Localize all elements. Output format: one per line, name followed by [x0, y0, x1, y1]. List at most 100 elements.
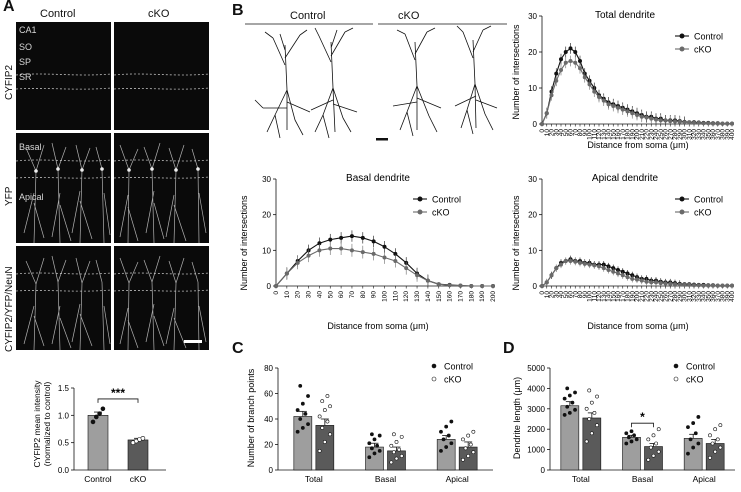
- individual-point: [648, 445, 653, 450]
- individual-point: [97, 411, 102, 416]
- neuron-merge-drawing: [114, 255, 209, 350]
- data-point-cko: [625, 275, 630, 280]
- scale-bar: [184, 340, 202, 343]
- plot-area: 0.0 0.5 1.0 1.5 Control cKO ***: [58, 384, 166, 484]
- scale-bar: [376, 138, 388, 141]
- data-point-cko: [573, 60, 578, 65]
- individual-point: [399, 434, 404, 439]
- individual-point: [466, 454, 471, 458]
- y-tick-label: 5000: [527, 364, 545, 373]
- individual-point: [634, 437, 639, 442]
- data-point-cko: [663, 118, 668, 123]
- data-point-control: [393, 251, 398, 256]
- individual-point: [713, 427, 718, 432]
- individual-point: [573, 390, 577, 395]
- legend-label: cKO: [694, 208, 712, 218]
- individual-point: [565, 404, 570, 409]
- data-point-cko: [549, 93, 554, 98]
- data-point-cko: [730, 283, 734, 288]
- individual-point: [295, 429, 300, 434]
- a-col-header-cko: cKO: [148, 8, 170, 20]
- x-tick-label: 20: [549, 291, 556, 299]
- individual-point: [656, 427, 661, 432]
- data-point-cko: [711, 283, 715, 288]
- individual-point: [696, 441, 701, 446]
- data-point-cko: [701, 121, 706, 126]
- individual-point: [322, 440, 327, 444]
- chart-title: Total dendrite: [595, 10, 655, 21]
- data-point-cko: [649, 116, 654, 121]
- chart-title: Basal dendrite: [346, 173, 410, 184]
- x-tick-label: 10: [544, 291, 551, 299]
- bar-basal-cko: [387, 450, 406, 471]
- x-axis-label: Distance from soma (μm): [327, 321, 428, 331]
- x-tick-label: 400: [729, 291, 736, 302]
- significance-bracket: [631, 422, 654, 428]
- individual-point: [562, 396, 567, 401]
- individual-point: [439, 448, 443, 453]
- y-axis-label: Number of intersections: [239, 195, 249, 291]
- data-point-cko: [549, 273, 554, 278]
- x-tick-label: Basal: [632, 474, 653, 484]
- data-point-cko: [295, 260, 300, 265]
- data-point-cko: [696, 120, 701, 125]
- x-tick-label: 300: [682, 291, 689, 302]
- x-tick-label: 310: [686, 129, 693, 140]
- x-tick-label: 60: [568, 129, 575, 137]
- legend-marker: [673, 363, 679, 369]
- x-tick-label: 80: [577, 291, 584, 299]
- x-tick-label: 50: [563, 129, 570, 137]
- x-tick-label: 250: [658, 129, 665, 140]
- individual-point: [595, 423, 599, 428]
- individual-point: [461, 457, 465, 462]
- y-tick-label: 0: [269, 466, 274, 475]
- x-tick-label: 110: [591, 129, 598, 140]
- y-tick-label: 3000: [527, 405, 545, 414]
- panel-letter-d: D: [503, 340, 515, 357]
- bar-total-cko: [315, 425, 335, 471]
- individual-point: [399, 454, 404, 458]
- data-point-cko: [644, 279, 649, 284]
- data-point-cko: [658, 281, 663, 286]
- y-axis-label: Number of intersections: [511, 24, 521, 120]
- individual-point: [446, 433, 451, 438]
- layer-label-ca1: CA1: [19, 25, 37, 35]
- y-axis-label: Number of branch points: [246, 368, 256, 467]
- data-point-cko: [677, 282, 682, 287]
- layer-label-so: SO: [19, 42, 33, 52]
- individual-point: [298, 417, 303, 421]
- x-tick-label: 350: [705, 129, 712, 140]
- x-tick-label: 120: [403, 291, 410, 302]
- b-col-header-cko: cKO: [398, 10, 420, 22]
- x-tick-label: 350: [705, 291, 712, 302]
- data-point-cko: [706, 121, 711, 126]
- x-tick-label: 270: [667, 291, 674, 302]
- x-tick-label: 130: [601, 291, 608, 302]
- data-point-cko: [630, 276, 635, 281]
- x-tick-label: 200: [634, 129, 641, 140]
- yfp-label-apical: Apical: [19, 192, 44, 202]
- individual-point: [463, 446, 468, 451]
- data-point-cko: [360, 250, 365, 255]
- data-point-cko: [658, 118, 663, 123]
- x-tick-label: 230: [648, 291, 655, 302]
- data-point-cko: [725, 121, 730, 126]
- data-point-cko: [578, 260, 582, 265]
- data-point-cko: [573, 259, 578, 264]
- legend-label: cKO: [432, 208, 450, 218]
- x-tick-label: 240: [653, 291, 660, 302]
- x-tick-label: Total: [572, 474, 590, 484]
- b-col-header-control: Control: [290, 10, 326, 22]
- y-tick-label: 0.0: [58, 466, 70, 475]
- individual-point: [441, 437, 446, 442]
- x-tick-label: 150: [610, 129, 617, 140]
- y-tick-label: 10: [528, 84, 537, 93]
- x-tick-label: 240: [653, 129, 660, 140]
- individual-point: [718, 423, 723, 428]
- a-col-header-control: Control: [40, 8, 76, 20]
- x-tick-label: 30: [553, 291, 560, 299]
- data-point-control: [578, 59, 582, 63]
- data-point-cko: [611, 269, 616, 274]
- data-point-cko: [696, 283, 701, 288]
- x-tick-label: 80: [577, 129, 584, 137]
